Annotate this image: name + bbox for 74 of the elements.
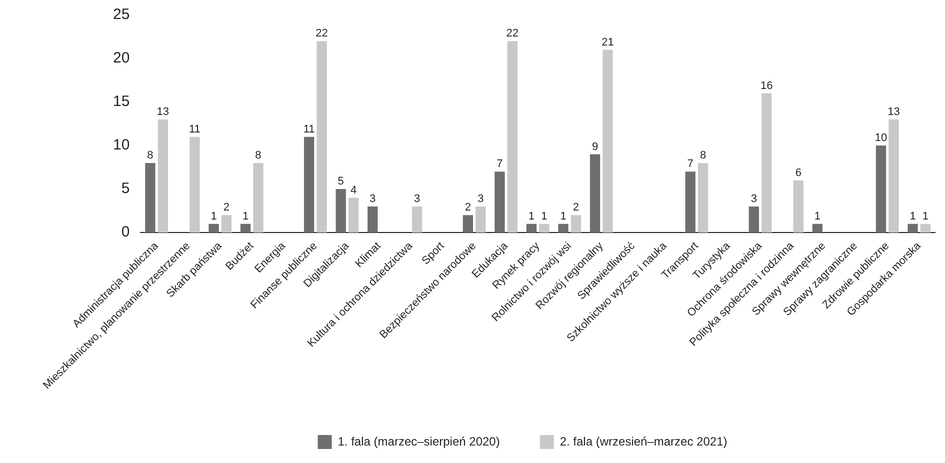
- y-tick-label: 15: [112, 93, 130, 110]
- bar: [920, 224, 931, 233]
- data-label: 5: [338, 176, 344, 188]
- bar: [698, 162, 708, 233]
- bar: [793, 180, 804, 233]
- bar: [476, 206, 486, 233]
- data-label: 2: [464, 202, 472, 214]
- data-label: 1: [910, 210, 916, 222]
- data-label: 9: [592, 140, 598, 153]
- data-label: 22: [506, 28, 519, 40]
- y-tick-label: 5: [121, 180, 130, 198]
- data-label: 3: [414, 192, 420, 205]
- data-label: 2: [223, 202, 230, 214]
- y-tick-label: 20: [112, 50, 130, 67]
- data-label: 8: [147, 149, 154, 162]
- bar: [304, 136, 314, 233]
- bar: [412, 206, 422, 233]
- bar: [190, 136, 200, 233]
- data-label: 1: [242, 210, 249, 222]
- bar: [558, 224, 568, 233]
- data-label: 13: [888, 106, 900, 118]
- bar: [494, 172, 505, 233]
- bar: [762, 93, 772, 233]
- data-label: 8: [255, 149, 262, 162]
- y-tick-label: 0: [121, 224, 130, 241]
- data-label: 1: [922, 210, 929, 222]
- bar: [602, 50, 613, 233]
- bar: [145, 162, 156, 233]
- data-label: 3: [478, 192, 484, 205]
- data-label: 1: [560, 210, 566, 222]
- bar: [876, 146, 886, 233]
- bar: [368, 206, 378, 233]
- bar: [253, 162, 264, 233]
- data-label: 10: [874, 132, 888, 144]
- data-label: 13: [156, 106, 170, 118]
- data-label: 7: [687, 158, 694, 170]
- bar: [812, 224, 823, 233]
- bar: [462, 215, 474, 233]
- bar: [526, 224, 537, 233]
- data-label: 6: [795, 166, 802, 179]
- bar: [685, 172, 696, 233]
- data-label: 22: [316, 28, 328, 40]
- data-label: 11: [188, 123, 200, 136]
- data-label: 21: [602, 36, 614, 48]
- data-label: 1: [528, 210, 535, 222]
- data-label: 4: [350, 184, 357, 196]
- bar: [336, 189, 346, 233]
- data-label: 3: [370, 192, 376, 205]
- data-label: 3: [750, 192, 757, 205]
- bar: [158, 119, 168, 233]
- bar: [570, 215, 582, 233]
- bar: [590, 154, 600, 233]
- bar: [208, 224, 219, 233]
- legend-label: 1. fala (marzec–sierpień 2020): [338, 434, 500, 448]
- y-tick-label: 25: [112, 6, 130, 24]
- y-tick-label: 10: [112, 136, 130, 154]
- bar: [748, 206, 759, 233]
- bar: [507, 41, 518, 233]
- bar: [888, 119, 899, 233]
- bar: [240, 224, 251, 233]
- data-label: 1: [541, 210, 548, 222]
- data-label: 16: [760, 80, 773, 92]
- data-label: 2: [572, 202, 580, 214]
- data-label: 8: [700, 149, 706, 162]
- bar: [539, 224, 550, 233]
- bar: [908, 224, 918, 233]
- data-label: 11: [303, 123, 315, 136]
- data-label: 1: [210, 210, 217, 222]
- legend-label: 2. fala (wrzesień–marzec 2021): [560, 434, 728, 448]
- data-label: 1: [814, 210, 821, 222]
- bar: [221, 215, 232, 233]
- bar: [316, 41, 327, 233]
- data-label: 7: [496, 158, 503, 170]
- bar: [348, 198, 359, 233]
